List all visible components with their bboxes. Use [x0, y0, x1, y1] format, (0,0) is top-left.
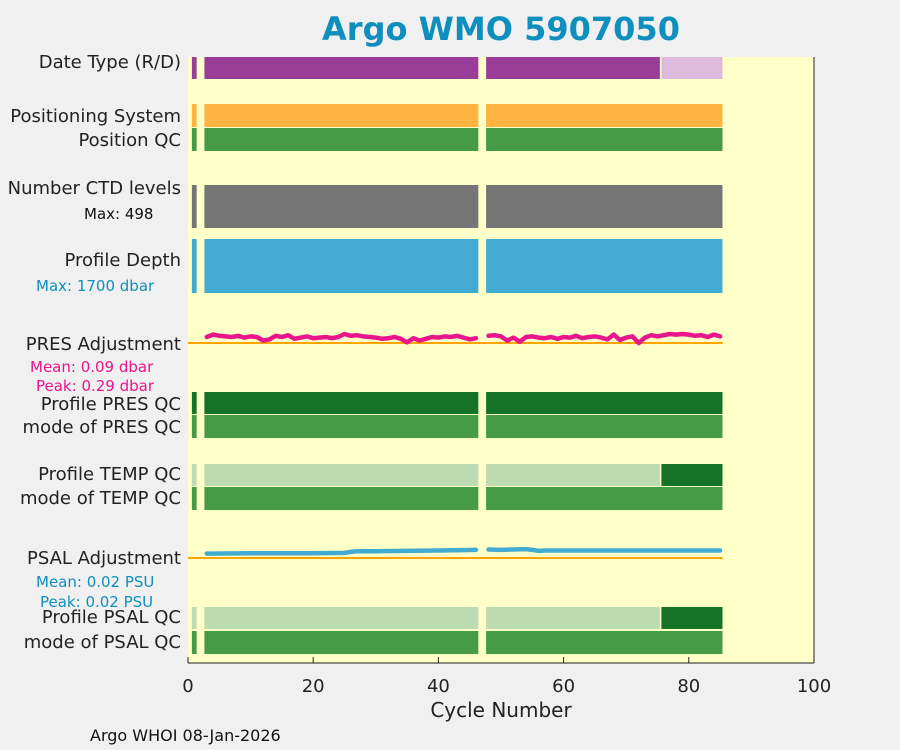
footer-credit: Argo WHOI 08-Jan-2026 [90, 726, 281, 745]
bar-date_type [661, 57, 723, 79]
bar-profile_depth [204, 239, 479, 293]
bar-profile_pres_qc [204, 392, 479, 414]
bar-profile_pres_qc [486, 392, 723, 414]
label-mode-psal-qc: mode of PSAL QC [23, 632, 181, 653]
bar-profile_temp_qc [486, 464, 660, 486]
label-profile-depth: Profile Depth [64, 250, 181, 271]
label-psal-peak: Peak: 0.02 PSU [40, 593, 154, 611]
label-number-ctd-levels: Number CTD levels [7, 178, 181, 199]
bar-mode_temp_qc [204, 487, 479, 510]
label-psal-mean: Mean: 0.02 PSU [36, 573, 155, 591]
bar-mode_temp_qc [486, 487, 723, 510]
x-tick-label: 20 [302, 676, 325, 697]
label-profile-pres-qc: Profile PRES QC [40, 394, 181, 415]
bar-positioning_system [191, 104, 197, 127]
bar-mode_pres_qc [191, 415, 197, 438]
x-axis-label: Cycle Number [430, 698, 572, 722]
bar-profile_psal_qc [486, 607, 660, 629]
label-date-type: Date Type (R/D) [38, 52, 181, 73]
label-pres-adjustment: PRES Adjustment [25, 334, 181, 355]
label-depth-max: Max: 1700 dbar [36, 277, 155, 295]
chart-title: Argo WMO 5907050 [322, 10, 680, 48]
label-positioning-system: Positioning System [10, 106, 181, 127]
bar-position_qc [191, 128, 197, 151]
bar-profile_temp_qc [191, 464, 197, 486]
adjustment-lines [204, 331, 723, 556]
x-tick-label: 60 [552, 676, 575, 697]
bar-mode_psal_qc [486, 631, 723, 654]
bar-date_type [486, 57, 660, 79]
label-pres-peak: Peak: 0.29 dbar [36, 377, 155, 395]
bar-date_type [191, 57, 197, 79]
x-axis: 0 20 40 60 80 100 [182, 57, 831, 697]
bar-profile_temp_qc [661, 464, 723, 486]
bar-positioning_system [486, 104, 723, 127]
bar-profile_temp_qc [204, 464, 479, 486]
bar-profile_psal_qc [661, 607, 723, 629]
label-mode-pres-qc: mode of PRES QC [22, 417, 181, 438]
bar-profile_depth [191, 239, 197, 293]
bar-position_qc [486, 128, 723, 151]
label-pres-mean: Mean: 0.09 dbar [30, 358, 154, 376]
bar-mode_psal_qc [191, 631, 197, 654]
bar-num_ctd_levels [486, 185, 723, 228]
bar-positioning_system [204, 104, 479, 127]
pres-adjustment-line [486, 331, 723, 346]
pres-adjustment-line [204, 331, 479, 345]
label-position-qc: Position QC [78, 130, 181, 151]
bar-profile_psal_qc [204, 607, 479, 629]
x-tick-label: 100 [797, 676, 831, 697]
bar-mode_psal_qc [204, 631, 479, 654]
bar-profile_psal_qc [191, 607, 197, 629]
x-tick-label: 80 [677, 676, 700, 697]
bar-position_qc [204, 128, 479, 151]
label-ctd-max: Max: 498 [84, 205, 154, 223]
bar-date_type [204, 57, 479, 79]
bar-mode_pres_qc [486, 415, 723, 438]
x-tick-label: 40 [427, 676, 450, 697]
bar-num_ctd_levels [191, 185, 197, 228]
label-psal-adjustment: PSAL Adjustment [26, 548, 181, 569]
label-profile-psal-qc: Profile PSAL QC [41, 607, 181, 628]
reference-lines [188, 342, 723, 559]
bar-num_ctd_levels [204, 185, 479, 228]
bar-mode_pres_qc [204, 415, 479, 438]
psal-adjustment-line [204, 547, 479, 556]
plot-area [188, 57, 814, 663]
bars-layer [191, 57, 723, 654]
bar-profile_depth [486, 239, 723, 293]
label-profile-temp-qc: Profile TEMP QC [38, 464, 181, 485]
bar-profile_pres_qc [191, 392, 197, 414]
label-mode-temp-qc: mode of TEMP QC [19, 488, 181, 509]
bar-mode_temp_qc [191, 487, 197, 510]
x-tick-label: 0 [182, 676, 193, 697]
psal-adjustment-line [486, 546, 723, 554]
